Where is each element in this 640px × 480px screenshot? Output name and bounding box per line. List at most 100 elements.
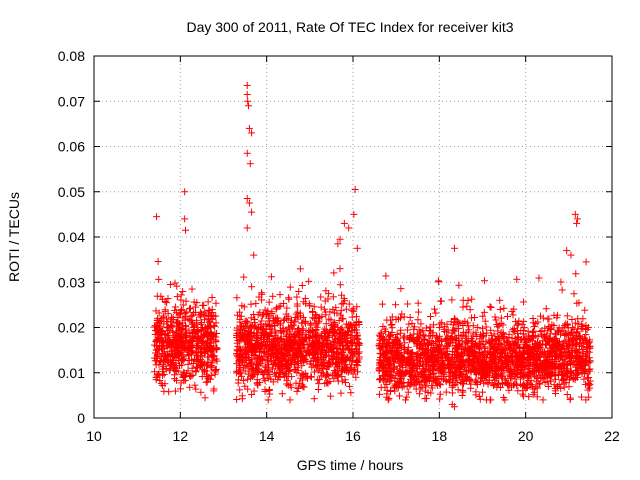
data-point <box>245 102 253 110</box>
data-point <box>397 285 405 293</box>
data-point <box>499 321 507 329</box>
data-point <box>177 385 185 393</box>
data-point <box>288 373 296 381</box>
data-point <box>448 296 456 304</box>
data-point <box>186 304 194 312</box>
data-point <box>176 320 184 328</box>
data-point <box>347 389 355 397</box>
data-point <box>430 305 438 313</box>
data-point <box>164 332 172 340</box>
data-point <box>197 310 205 318</box>
data-point <box>503 312 511 320</box>
data-point <box>188 348 196 356</box>
data-point <box>157 380 165 388</box>
data-point <box>459 303 467 311</box>
data-point <box>200 344 208 352</box>
data-point <box>154 258 162 266</box>
data-point <box>572 270 580 278</box>
data-point <box>563 312 571 320</box>
data-point <box>204 298 212 306</box>
x-tick-label: 20 <box>518 428 534 444</box>
data-point <box>203 324 211 332</box>
data-point <box>233 294 241 302</box>
data-point <box>153 213 161 221</box>
data-point <box>421 395 429 403</box>
data-point <box>340 219 348 227</box>
data-point <box>210 332 218 340</box>
data-point <box>414 316 422 324</box>
data-point <box>192 349 200 357</box>
data-point <box>486 396 494 404</box>
y-tick-label: 0.03 <box>58 274 85 290</box>
data-point <box>185 357 193 365</box>
data-point <box>519 390 527 398</box>
data-point <box>568 315 576 323</box>
data-point <box>201 394 209 402</box>
data-point <box>191 322 199 330</box>
data-point <box>500 304 508 312</box>
data-point <box>396 392 404 400</box>
data-point <box>544 315 552 323</box>
data-point <box>207 372 215 380</box>
data-point <box>486 303 494 311</box>
data-point <box>168 322 176 330</box>
data-point <box>207 351 215 359</box>
data-point <box>427 313 435 321</box>
data-point <box>185 338 193 346</box>
data-point <box>244 97 252 105</box>
data-point <box>542 305 550 313</box>
data-point <box>187 343 195 351</box>
data-point <box>192 333 200 341</box>
data-point <box>233 396 241 404</box>
data-point <box>337 389 345 397</box>
data-point <box>539 396 547 404</box>
data-point <box>293 293 301 301</box>
data-point <box>265 386 273 394</box>
data-point <box>166 280 174 288</box>
data-point <box>158 365 166 373</box>
data-point <box>171 387 179 395</box>
data-point <box>154 336 162 344</box>
x-tick-labels: 10 12 14 16 18 20 22 <box>86 428 620 444</box>
data-point <box>286 396 294 404</box>
data-point <box>471 314 479 322</box>
data-point <box>169 365 177 373</box>
data-point <box>193 316 201 324</box>
data-point <box>467 384 475 392</box>
y-tick-label: 0.04 <box>58 229 85 245</box>
data-point <box>171 375 179 383</box>
x-tick-label: 12 <box>173 428 189 444</box>
data-point <box>174 357 182 365</box>
data-point <box>157 331 165 339</box>
data-point <box>207 364 215 372</box>
data-point <box>205 318 213 326</box>
data-point <box>166 367 174 375</box>
data-point <box>201 359 209 367</box>
data-point <box>296 265 304 273</box>
data-point <box>179 324 187 332</box>
data-point <box>155 370 163 378</box>
data-point <box>463 302 471 310</box>
data-point <box>243 90 251 98</box>
data-point <box>348 307 356 315</box>
x-tick-label: 14 <box>259 428 275 444</box>
data-point <box>172 308 180 316</box>
data-point <box>171 303 179 311</box>
data-point <box>179 288 187 296</box>
data-point <box>582 258 590 266</box>
data-point <box>181 373 189 381</box>
data-point <box>432 309 440 317</box>
x-tick-label: 18 <box>432 428 448 444</box>
data-point <box>181 309 189 317</box>
x-tick-label: 10 <box>86 428 102 444</box>
data-point <box>283 304 291 312</box>
data-point <box>392 301 400 309</box>
data-point <box>167 362 175 370</box>
data-point <box>496 296 504 304</box>
data-point <box>173 293 181 301</box>
data-point <box>435 278 443 286</box>
data-point <box>261 386 269 394</box>
data-point <box>150 341 158 349</box>
grid-layer <box>94 56 612 418</box>
data-point <box>353 244 361 252</box>
